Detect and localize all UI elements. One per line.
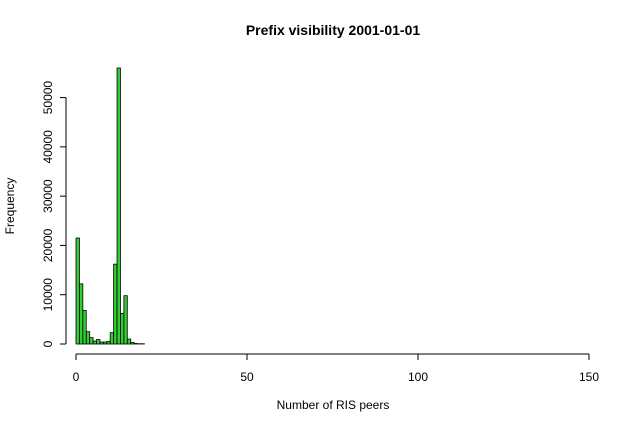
y-tick-label: 10000 [41,278,55,312]
histogram-bar [97,340,100,344]
x-axis: 0 50 100 150 [73,354,600,384]
chart-title: Prefix visibility 2001-01-01 [246,22,421,38]
histogram-bar [124,296,127,344]
y-tick-label: 40000 [41,130,55,164]
y-axis: 0 10000 20000 30000 40000 50000 [41,81,66,348]
histogram-bar [110,333,113,344]
y-axis-label: Frequency [3,178,17,235]
histogram-bar [86,332,89,344]
histogram-bar [117,68,120,344]
histogram-bar [127,339,130,344]
histogram-bar [114,264,117,344]
x-tick-label: 50 [240,370,254,384]
x-axis-label: Number of RIS peers [277,398,390,412]
histogram-bar [100,342,103,344]
x-tick-label: 150 [579,370,599,384]
y-tick-label: 50000 [41,81,55,115]
y-tick-label: 0 [41,340,55,347]
bars [76,68,144,344]
histogram-bar [79,284,82,344]
y-tick-label: 20000 [41,228,55,262]
histogram-bar [83,310,86,344]
histogram-bar [90,338,93,344]
histogram-bar [107,342,110,344]
x-tick-label: 0 [73,370,80,384]
histogram-bar [76,238,79,344]
histogram-bar [131,343,134,344]
histogram-bar [93,341,96,344]
histogram-bar [103,342,106,344]
histogram-bar [120,313,123,344]
x-tick-label: 100 [408,370,428,384]
y-tick-label: 30000 [41,179,55,213]
